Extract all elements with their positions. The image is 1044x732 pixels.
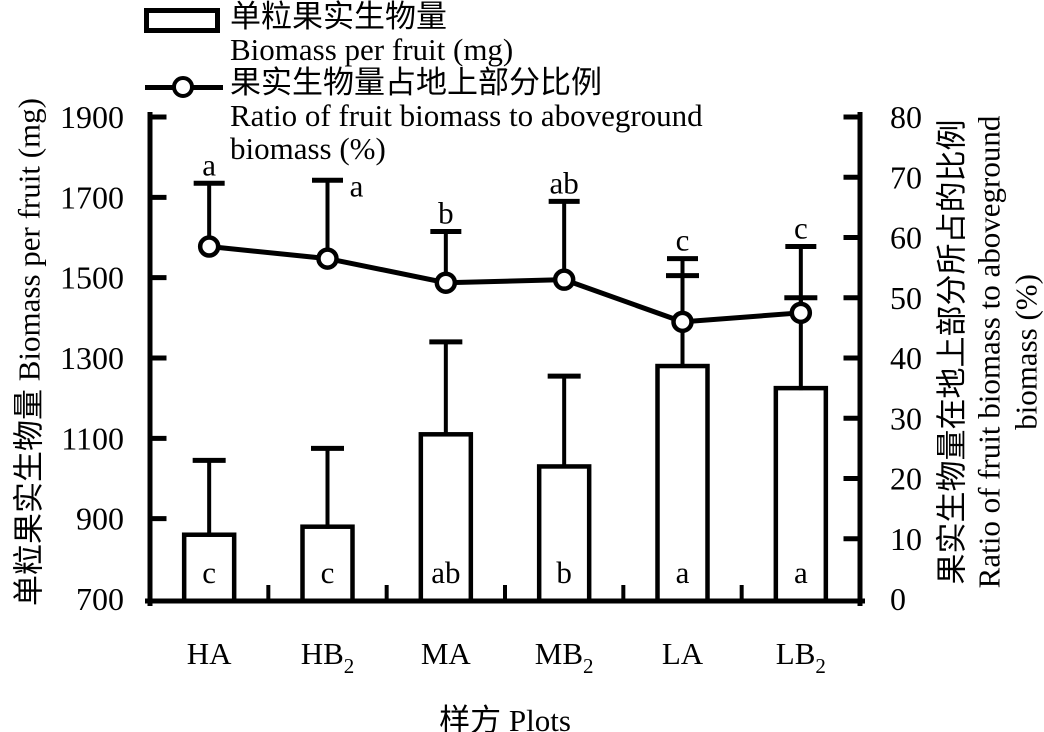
right-tick-label: 80 <box>890 99 922 135</box>
bar-sig-letter-LB2: a <box>794 555 808 590</box>
x-category-label-HA: HA <box>187 636 232 671</box>
legend-bar-label-zh: 单粒果实生物量 <box>230 0 447 34</box>
right-tick-label: 10 <box>890 521 922 557</box>
right-tick-label: 20 <box>890 461 922 497</box>
line-marker-LA <box>671 310 694 334</box>
line-marker-MB2 <box>552 268 576 291</box>
right-tick-label: 30 <box>890 400 922 436</box>
bar-sig-letter-LA: a <box>676 555 690 590</box>
left-tick-label: 1100 <box>61 420 124 456</box>
left-tick-label: 1900 <box>60 99 124 135</box>
line-marker-LB2 <box>789 301 813 325</box>
legend-line-label-en1: Ratio of fruit biomass to aboveground <box>230 98 703 133</box>
bar-sig-letter-HA: c <box>202 555 216 590</box>
left-tick-label: 700 <box>76 581 124 617</box>
bar-sig-letter-MA: ab <box>431 555 460 590</box>
right-tick-label: 40 <box>890 340 922 376</box>
legend-bar-entry: 单粒果实生物量 Biomass per fruit (mg) <box>230 0 513 66</box>
left-tick-label: 1300 <box>60 340 124 376</box>
x-category-label-MB2: MB2 <box>535 636 594 678</box>
line-sig-letter-HA: a <box>202 147 216 182</box>
bar-HB2 <box>300 524 355 604</box>
bar-sig-letter-MB2: b <box>556 555 572 590</box>
line-sig-letter-MA: b <box>438 195 454 230</box>
right-tick-label: 60 <box>890 220 922 256</box>
line-sig-letter-LB2: c <box>794 211 808 246</box>
legend-line-entry: 果实生物量占地上部分比例 Ratio of fruit biomass to a… <box>230 66 703 165</box>
x-axis-title: 样方 Plots <box>439 703 571 732</box>
line-marker-HB2 <box>316 247 339 270</box>
ratio-line <box>208 244 802 325</box>
x-category-label-LB2: LB2 <box>776 636 826 678</box>
x-category-label-MA: MA <box>421 636 472 671</box>
bar-MB2 <box>536 464 592 604</box>
line-marker-HA <box>197 235 221 258</box>
legend-line-label-zh: 果实生物量占地上部分比例 <box>230 65 602 100</box>
line-marker-MA <box>434 271 458 294</box>
legend-circle-marker-icon <box>172 76 194 98</box>
line-sig-letter-HB2: a <box>350 168 364 203</box>
right-tick-label: 0 <box>890 581 906 617</box>
left-tick-label: 900 <box>76 501 124 537</box>
line-sig-letter-MB2: ab <box>550 165 579 200</box>
left-tick-label: 1700 <box>60 179 124 215</box>
bar-LA <box>655 363 710 604</box>
legend-open-bar-swatch-icon <box>144 8 220 33</box>
x-category-label-HB2: HB2 <box>301 636 355 678</box>
legend-bar-label-en: Biomass per fruit (mg) <box>230 32 514 67</box>
line-sig-letter-LA: c <box>676 223 690 258</box>
right-tick-label: 50 <box>890 280 922 316</box>
bar-sig-letter-HB2: c <box>321 555 335 590</box>
legend-line-marker-swatch-icon <box>145 76 223 98</box>
right-tick-label: 70 <box>890 159 922 195</box>
left-tick-label: 1500 <box>60 260 124 296</box>
legend-line-label-en2: biomass (%) <box>230 131 386 166</box>
x-category-label-LA: LA <box>662 636 704 671</box>
